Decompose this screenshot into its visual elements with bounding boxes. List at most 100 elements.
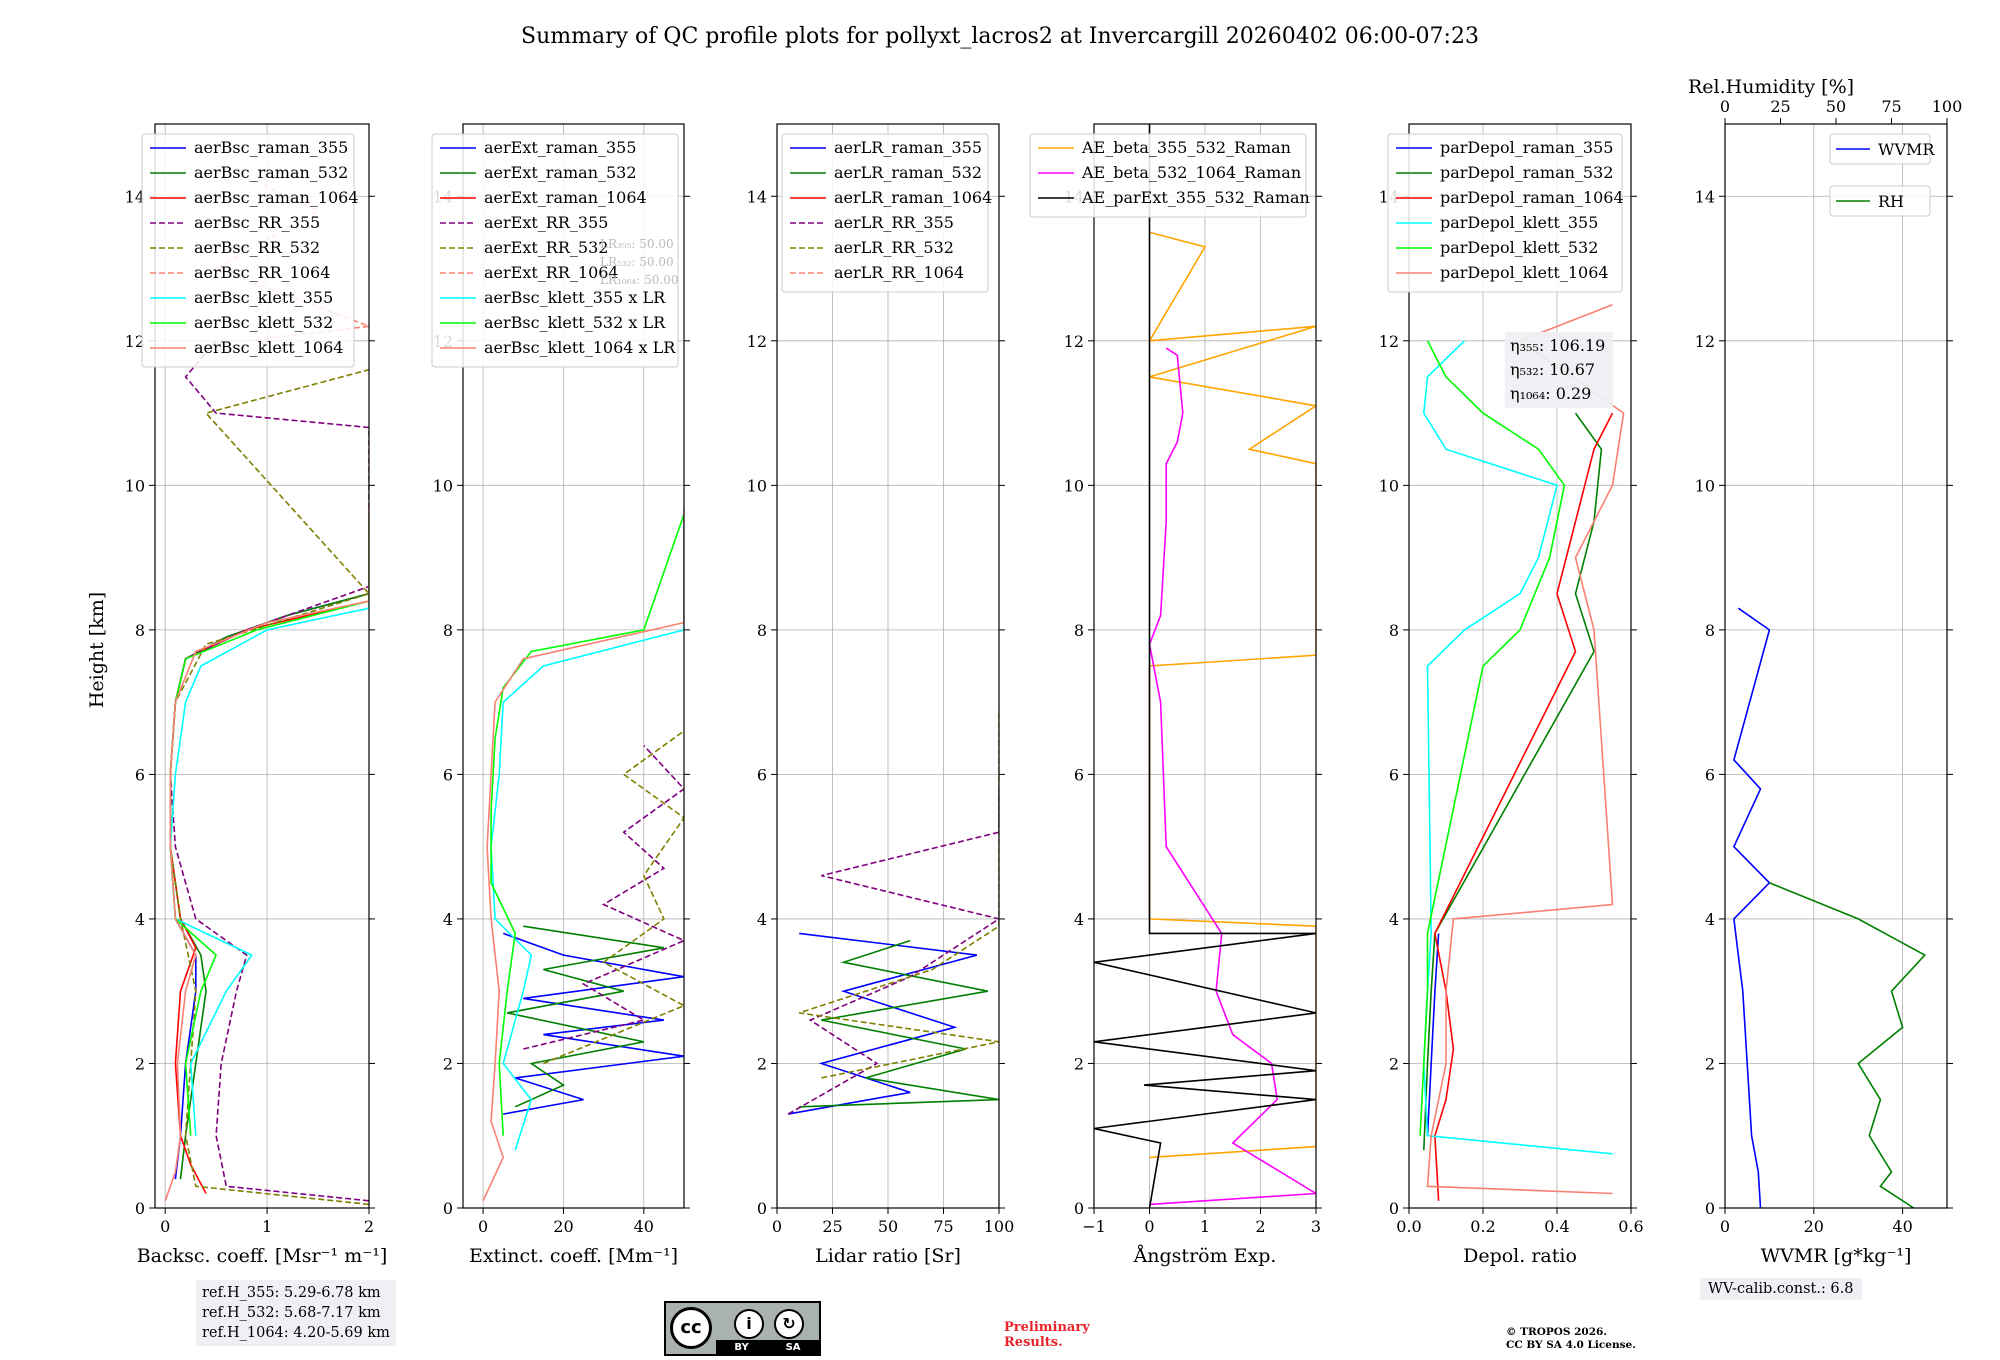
series-aerBsc_raman_1064 xyxy=(169,600,369,1194)
x2-tick-label: 50 xyxy=(1826,97,1846,116)
y-tick-label: 8 xyxy=(1074,621,1084,640)
y-tick-label: 6 xyxy=(1074,765,1084,784)
y-tick-label: 8 xyxy=(757,621,767,640)
y-tick-label: 8 xyxy=(1705,621,1715,640)
legend-label: aerBsc_klett_355 xyxy=(194,288,333,307)
y-tick-label: 6 xyxy=(757,765,767,784)
legend-label: AE_beta_355_532_Raman xyxy=(1081,138,1291,157)
y-tick-label: 6 xyxy=(1389,765,1399,784)
legend-label: aerLR_raman_1064 xyxy=(834,188,992,207)
y-tick-label: 12 xyxy=(1379,332,1399,351)
legend-label: aerLR_raman_355 xyxy=(834,138,982,157)
x-axis-label: Backsc. coeff. [Msr⁻¹ m⁻¹] xyxy=(137,1245,388,1267)
y-tick-label: 2 xyxy=(1074,1054,1084,1073)
legend-label: aerExt_RR_355 xyxy=(484,213,608,232)
plot-area xyxy=(1419,303,1625,1201)
x-tick-label: 1 xyxy=(1200,1217,1210,1236)
y-tick-label: 10 xyxy=(1064,476,1084,495)
ref-height-355: ref.H_355: 5.29-6.78 km xyxy=(202,1285,381,1301)
y-tick-label: 10 xyxy=(433,476,453,495)
legend-label: aerBsc_klett_1064 xyxy=(194,338,343,357)
x-tick-label: 40 xyxy=(1892,1217,1912,1236)
x-tick-label: 50 xyxy=(878,1217,898,1236)
y-tick-label: 4 xyxy=(443,910,453,929)
series-aerExt_RR_355 xyxy=(523,744,684,1050)
legend: parDepol_raman_355 parDepol_raman_532 parD… xyxy=(1387,133,1624,293)
rh-axis-label: Rel.Humidity [%] xyxy=(1688,76,1854,98)
series-aerLR_raman_532 xyxy=(799,939,999,1108)
y-tick-label: 4 xyxy=(1074,910,1084,929)
x2-tick-label: 25 xyxy=(1770,97,1790,116)
series-parDepol_raman_532 xyxy=(1423,412,1603,1151)
y-tick-label: 2 xyxy=(135,1054,145,1073)
legend-label: parDepol_klett_355 xyxy=(1440,213,1598,232)
legend-label: aerExt_raman_532 xyxy=(484,163,637,182)
copyright-line-2: CC BY SA 4.0 License. xyxy=(1506,1339,1636,1351)
legend-box xyxy=(781,133,989,293)
x2-tick-label: 0 xyxy=(1720,97,1730,116)
series-aerBsc_RR_355 xyxy=(169,340,369,1202)
y-tick-label: 0 xyxy=(135,1199,145,1218)
legend-label: aerBsc_klett_355 x LR xyxy=(484,288,666,307)
cc-license-badge[interactable]: cc i ↻ BY SA xyxy=(664,1301,821,1356)
legend: aerLR_raman_355 aerLR_raman_532 aerLR_rama… xyxy=(781,133,992,293)
series-aerExt_raman_532 xyxy=(507,925,665,1108)
ref-height-532: ref.H_532: 5.68-7.17 km xyxy=(202,1305,381,1321)
legend-box xyxy=(1829,133,1931,165)
legend-label: aerLR_RR_532 xyxy=(834,238,954,257)
legend: aerExt_raman_355 aerExt_raman_532 aerExt_r… xyxy=(431,133,679,368)
legend-label: parDepol_raman_355 xyxy=(1440,138,1613,157)
preliminary-line-2: Results. xyxy=(1004,1335,1063,1350)
x-tick-label: 0 xyxy=(772,1217,782,1236)
legend-label: aerBsc_klett_1064 x LR xyxy=(484,338,676,357)
lr-annotation: LR₁₀₆₄: 50.00 xyxy=(600,273,678,287)
y-tick-label: 10 xyxy=(1695,476,1715,495)
axes-frame xyxy=(1408,123,1632,1209)
series-aerLR_RR_355 xyxy=(787,788,999,1115)
legend: aerBsc_raman_355 aerBsc_raman_532 aerBsc_r… xyxy=(141,133,359,368)
sa-label: SA xyxy=(785,1341,801,1353)
x-tick-label: 2 xyxy=(364,1217,374,1236)
y-tick-label: 2 xyxy=(1705,1054,1715,1073)
legend-label: aerBsc_raman_355 xyxy=(194,138,348,157)
y-tick-label: 0 xyxy=(1705,1199,1715,1218)
x-tick-label: 0 xyxy=(1144,1217,1154,1236)
y-tick-label: 12 xyxy=(1695,332,1715,351)
y-tick-label: 6 xyxy=(135,765,145,784)
series-aerBsc_RR_532 xyxy=(169,368,369,1206)
legend-label: parDepol_raman_1064 xyxy=(1440,188,1624,207)
series-parDepol_klett_1064 xyxy=(1426,303,1625,1195)
by-icon: i xyxy=(734,1309,764,1339)
eta-annotation: η₃₅₅: 106.19 xyxy=(1510,336,1605,355)
y-tick-label: 10 xyxy=(125,476,145,495)
x-tick-label: 25 xyxy=(822,1217,842,1236)
y-tick-label: 4 xyxy=(1705,910,1715,929)
legend-box xyxy=(141,133,355,368)
x-tick-label: 0 xyxy=(478,1217,488,1236)
legend-label: aerBsc_klett_532 xyxy=(194,313,333,332)
panel-extinction: 0246810121402040Extinct. coeff. [Mm⁻¹]ae… xyxy=(431,123,690,1267)
y-tick-label: 10 xyxy=(747,476,767,495)
y-tick-label: 12 xyxy=(1064,332,1084,351)
legend-label: aerBsc_RR_1064 xyxy=(194,263,330,282)
legend-label: aerLR_RR_355 xyxy=(834,213,954,232)
x-tick-label: 3 xyxy=(1311,1217,1321,1236)
x-axis-label: Depol. ratio xyxy=(1463,1245,1577,1267)
reference-height-box: ref.H_355: 5.29-6.78 km ref.H_532: 5.68-… xyxy=(196,1280,396,1346)
x-tick-label: 0.0 xyxy=(1396,1217,1421,1236)
y-tick-label: 0 xyxy=(443,1199,453,1218)
y-tick-label: 4 xyxy=(757,910,767,929)
by-label: BY xyxy=(734,1341,749,1353)
y-tick-label: 14 xyxy=(1695,187,1715,206)
series-RH xyxy=(1769,882,1927,1208)
x-tick-label: 2 xyxy=(1255,1217,1265,1236)
series-aerBsc_raman_355 xyxy=(169,592,369,1180)
x-axis-label: Ångström Exp. xyxy=(1133,1245,1277,1267)
y-tick-label: 8 xyxy=(443,621,453,640)
preliminary-note: Preliminary Results. xyxy=(1004,1320,1090,1350)
y-tick-label: 14 xyxy=(125,187,145,206)
wv-calib-box: WV-calib.const.: 6.8 xyxy=(1700,1278,1862,1300)
plot-area xyxy=(1732,607,1927,1208)
